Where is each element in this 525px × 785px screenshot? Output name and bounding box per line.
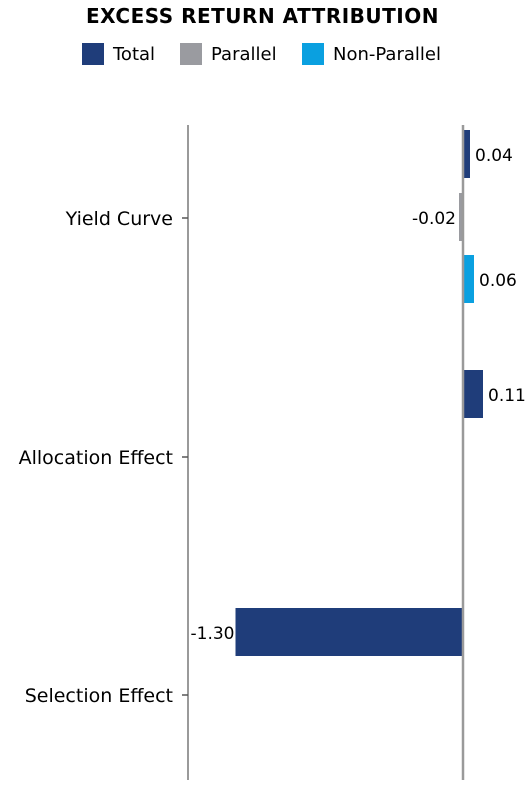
legend-swatch-parallel: [180, 43, 202, 65]
category-label-allocation-effect: Allocation Effect: [19, 447, 173, 469]
bar-selection-effect-total: [235, 608, 463, 656]
category-label-selection-effect: Selection Effect: [25, 685, 173, 707]
legend-item-parallel: Parallel: [180, 43, 277, 65]
legend-label-parallel: Parallel: [211, 43, 277, 65]
legend-label-total: Total: [113, 43, 156, 65]
bar-yield-curve-total: [463, 130, 470, 178]
data-label-yield-curve-total: 0.04: [475, 146, 513, 166]
legend: Total Parallel Non-Parallel: [0, 43, 525, 69]
chart-title: EXCESS RETURN ATTRIBUTION: [86, 4, 439, 28]
data-label-yield-curve-non-parallel: 0.06: [479, 271, 517, 291]
bar-yield-curve-parallel: [459, 193, 463, 241]
legend-label-non-parallel: Non-Parallel: [333, 43, 441, 65]
category-label-yield-curve: Yield Curve: [65, 208, 173, 230]
legend-swatch-non-parallel: [302, 43, 324, 65]
legend-swatch-total: [82, 43, 104, 65]
data-label-yield-curve-parallel: -0.02: [412, 209, 456, 229]
data-label-allocation-effect-total: 0.11: [488, 386, 525, 406]
legend-item-non-parallel: Non-Parallel: [302, 43, 441, 65]
legend-item-total: Total: [82, 43, 155, 65]
bar-allocation-effect-total: [463, 370, 483, 418]
bar-yield-curve-non-parallel: [463, 255, 474, 303]
data-label-selection-effect-total: -1.30: [191, 624, 235, 644]
